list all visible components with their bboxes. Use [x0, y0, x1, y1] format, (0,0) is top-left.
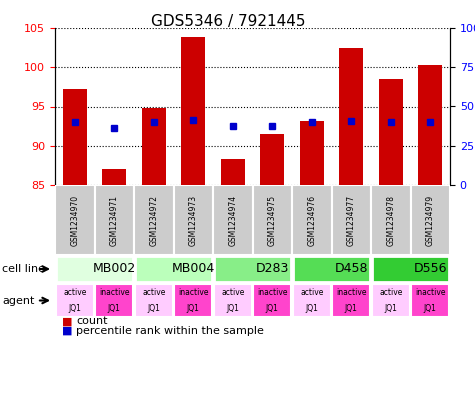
- Bar: [332, 185, 371, 255]
- Bar: [293, 256, 370, 282]
- Bar: [214, 284, 252, 317]
- Bar: [142, 108, 166, 185]
- Bar: [181, 37, 205, 185]
- Bar: [103, 169, 126, 185]
- Text: MB004: MB004: [171, 263, 215, 275]
- Text: JQ1: JQ1: [147, 304, 160, 313]
- Bar: [174, 284, 212, 317]
- Text: inactive: inactive: [99, 288, 130, 297]
- Text: count: count: [76, 316, 107, 326]
- Text: JQ1: JQ1: [345, 304, 358, 313]
- Text: GSM1234974: GSM1234974: [228, 195, 237, 246]
- Text: inactive: inactive: [257, 288, 287, 297]
- Text: JQ1: JQ1: [187, 304, 200, 313]
- Text: GSM1234970: GSM1234970: [70, 195, 79, 246]
- Text: active: active: [63, 288, 86, 297]
- Text: active: active: [221, 288, 245, 297]
- Text: JQ1: JQ1: [226, 304, 239, 313]
- Text: GSM1234979: GSM1234979: [426, 195, 435, 246]
- Bar: [372, 256, 449, 282]
- Bar: [221, 159, 245, 185]
- Bar: [371, 185, 410, 255]
- Text: GSM1234971: GSM1234971: [110, 195, 119, 246]
- Text: active: active: [300, 288, 323, 297]
- Text: GSM1234977: GSM1234977: [347, 195, 356, 246]
- Bar: [95, 185, 134, 255]
- Text: JQ1: JQ1: [384, 304, 397, 313]
- Text: ■: ■: [62, 326, 72, 336]
- Bar: [173, 185, 213, 255]
- Text: inactive: inactive: [336, 288, 367, 297]
- Text: JQ1: JQ1: [266, 304, 279, 313]
- Text: GSM1234972: GSM1234972: [149, 195, 158, 246]
- Bar: [95, 284, 133, 317]
- Text: cell line: cell line: [2, 264, 46, 274]
- Text: GSM1234973: GSM1234973: [189, 195, 198, 246]
- Text: percentile rank within the sample: percentile rank within the sample: [76, 326, 264, 336]
- Bar: [135, 256, 212, 282]
- Bar: [56, 256, 133, 282]
- Text: JQ1: JQ1: [108, 304, 121, 313]
- Bar: [372, 284, 410, 317]
- Text: GSM1234975: GSM1234975: [268, 195, 277, 246]
- Text: JQ1: JQ1: [424, 304, 437, 313]
- Bar: [253, 185, 292, 255]
- Bar: [293, 284, 331, 317]
- Text: active: active: [379, 288, 402, 297]
- Bar: [300, 121, 323, 185]
- Bar: [55, 185, 95, 255]
- Text: active: active: [142, 288, 165, 297]
- Bar: [411, 284, 449, 317]
- Text: ■: ■: [62, 316, 72, 326]
- Bar: [134, 185, 173, 255]
- Bar: [135, 284, 173, 317]
- Text: inactive: inactive: [178, 288, 209, 297]
- Bar: [418, 65, 442, 185]
- Bar: [56, 284, 94, 317]
- Bar: [213, 185, 253, 255]
- Bar: [379, 79, 403, 185]
- Bar: [410, 185, 450, 255]
- Bar: [253, 284, 291, 317]
- Text: GSM1234976: GSM1234976: [307, 195, 316, 246]
- Text: JQ1: JQ1: [68, 304, 81, 313]
- Text: JQ1: JQ1: [305, 304, 318, 313]
- Bar: [292, 185, 332, 255]
- Text: agent: agent: [2, 296, 35, 305]
- Bar: [214, 256, 291, 282]
- Text: D458: D458: [334, 263, 368, 275]
- Bar: [332, 284, 370, 317]
- Bar: [340, 48, 363, 185]
- Text: D283: D283: [256, 263, 289, 275]
- Text: D556: D556: [414, 263, 447, 275]
- Bar: [260, 134, 284, 185]
- Text: GDS5346 / 7921445: GDS5346 / 7921445: [151, 14, 305, 29]
- Bar: [63, 89, 86, 185]
- Text: MB002: MB002: [93, 263, 136, 275]
- Text: GSM1234978: GSM1234978: [386, 195, 395, 246]
- Text: inactive: inactive: [415, 288, 446, 297]
